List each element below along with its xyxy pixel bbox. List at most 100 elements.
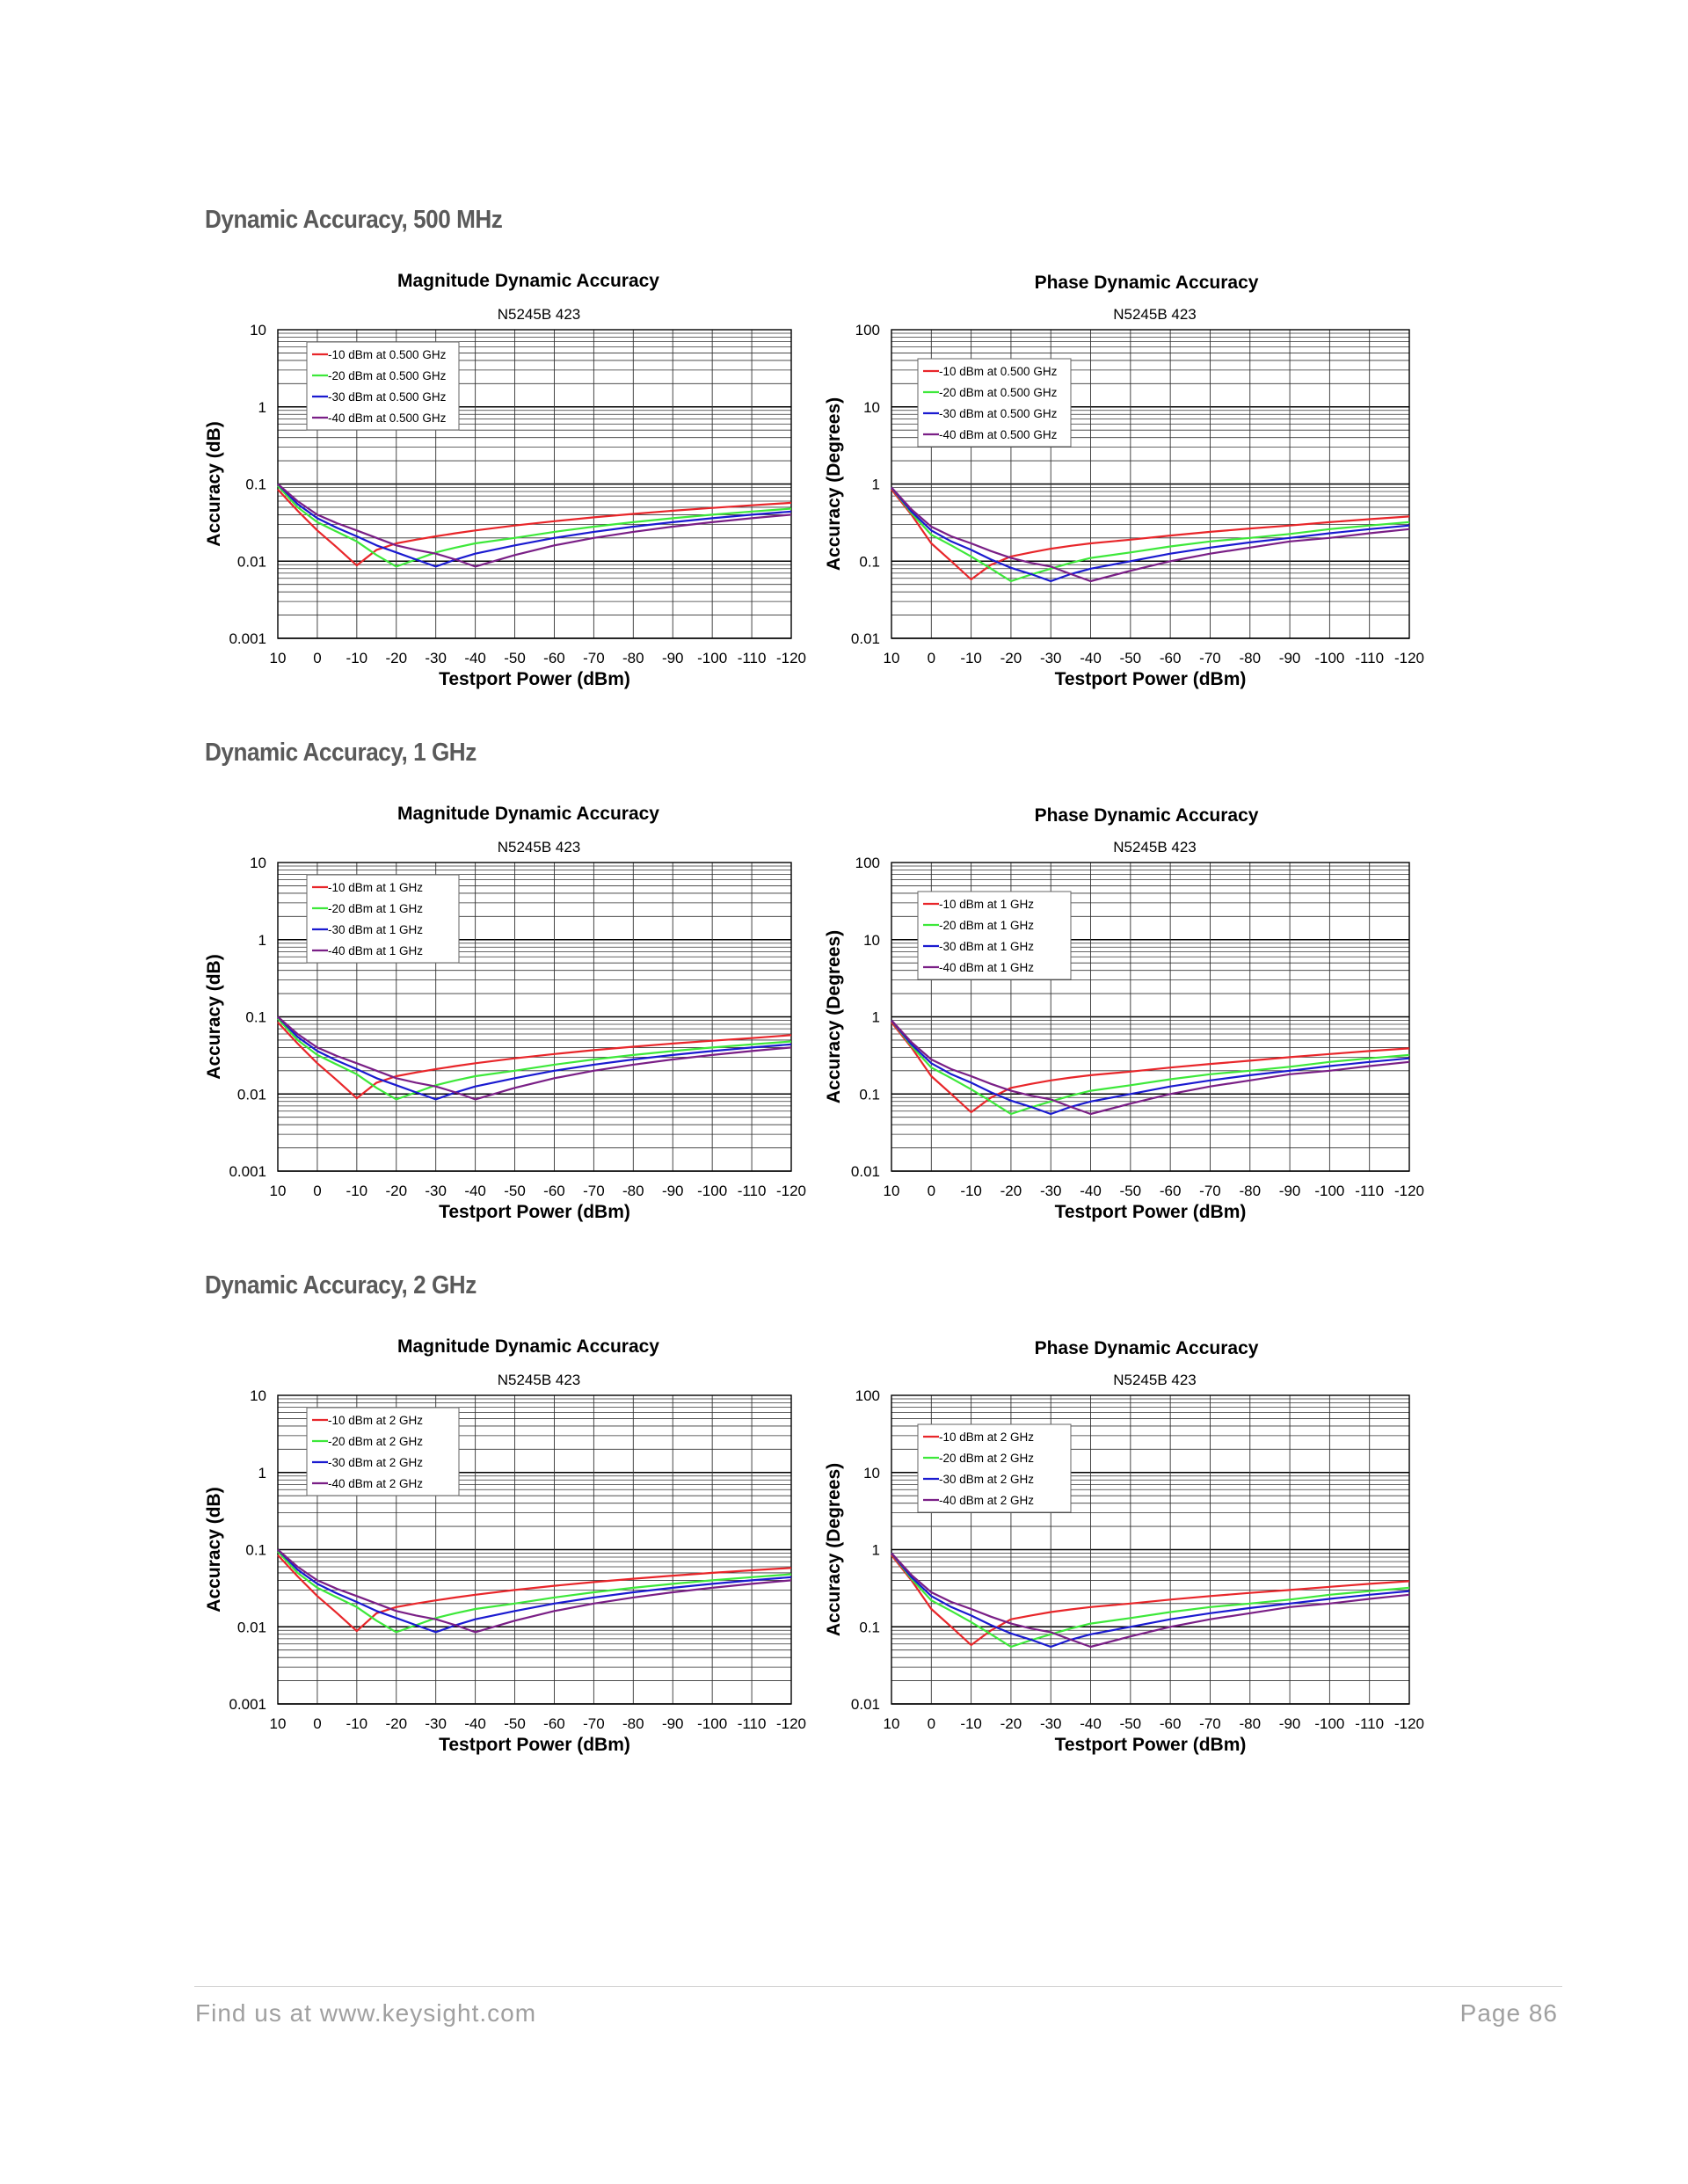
x-tick-label: -120 bbox=[776, 1715, 806, 1732]
x-tick-label: -70 bbox=[1199, 1715, 1221, 1732]
series-line-3 bbox=[277, 1016, 792, 1101]
x-tick-label: -120 bbox=[776, 650, 806, 666]
section-heading: Dynamic Accuracy, 1 GHz bbox=[205, 739, 477, 767]
y-tick-label: 1 bbox=[872, 477, 880, 493]
x-tick-label: -70 bbox=[583, 650, 605, 666]
x-tick-label: -10 bbox=[960, 1715, 982, 1732]
x-tick-label: -10 bbox=[346, 1715, 368, 1732]
y-tick-label: 0.001 bbox=[229, 1696, 266, 1713]
section-heading: Dynamic Accuracy, 2 GHz bbox=[205, 1271, 477, 1299]
x-tick-label: -70 bbox=[1199, 650, 1221, 666]
series-line-2 bbox=[277, 1550, 792, 1634]
y-tick-label: 0.1 bbox=[859, 1619, 880, 1635]
legend-label: -40 dBm at 0.500 GHz bbox=[939, 428, 1058, 441]
x-tick-label: -100 bbox=[697, 1715, 727, 1732]
x-tick-label: -110 bbox=[1355, 1715, 1384, 1732]
x-tick-label: -110 bbox=[1355, 1183, 1384, 1199]
y-tick-label: 0.001 bbox=[229, 630, 266, 647]
x-tick-label: -60 bbox=[1160, 1183, 1182, 1199]
series-line-3 bbox=[891, 1019, 1410, 1116]
legend-label: -10 dBm at 0.500 GHz bbox=[328, 348, 447, 361]
y-tick-label: 10 bbox=[250, 1387, 266, 1404]
x-axis-label: Testport Power (dBm) bbox=[439, 1202, 630, 1222]
chart-subtitle: N5245B 423 bbox=[1113, 306, 1197, 323]
chart-title: Phase Dynamic Accuracy bbox=[1035, 273, 1259, 293]
chart-title: Magnitude Dynamic Accuracy bbox=[397, 271, 659, 291]
x-tick-label: -80 bbox=[1239, 1183, 1261, 1199]
x-tick-label: 10 bbox=[270, 1715, 287, 1732]
legend-label: -10 dBm at 1 GHz bbox=[328, 881, 423, 894]
x-tick-label: -50 bbox=[504, 1715, 526, 1732]
x-axis-label: Testport Power (dBm) bbox=[1055, 669, 1247, 689]
section-1ghz: Dynamic Accuracy, 1 GHz Magnitude Dynami… bbox=[0, 735, 1688, 1268]
legend-label: -20 dBm at 0.500 GHz bbox=[328, 369, 447, 382]
chart-subtitle: N5245B 423 bbox=[498, 306, 581, 323]
x-tick-label: 10 bbox=[884, 1715, 900, 1732]
x-tick-label: -60 bbox=[543, 1715, 565, 1732]
x-axis-label: Testport Power (dBm) bbox=[439, 669, 630, 689]
legend-label: -40 dBm at 2 GHz bbox=[328, 1477, 423, 1490]
x-tick-label: -60 bbox=[1160, 1715, 1182, 1732]
y-axis-label: Accuracy (dB) bbox=[204, 421, 224, 546]
x-tick-label: -90 bbox=[1279, 650, 1301, 666]
legend-label: -20 dBm at 2 GHz bbox=[328, 1435, 423, 1448]
x-tick-label: 10 bbox=[270, 1183, 287, 1199]
series-line-1 bbox=[277, 1021, 792, 1100]
x-tick-label: -70 bbox=[583, 1715, 605, 1732]
x-tick-label: -20 bbox=[385, 650, 407, 666]
y-tick-label: 10 bbox=[250, 855, 266, 871]
x-tick-label: -120 bbox=[776, 1183, 806, 1199]
y-tick-label: 1 bbox=[258, 1465, 266, 1481]
x-tick-label: -80 bbox=[1239, 650, 1261, 666]
y-tick-label: 0.01 bbox=[851, 1163, 880, 1180]
y-tick-label: 1 bbox=[258, 399, 266, 416]
x-tick-label: -10 bbox=[346, 1183, 368, 1199]
x-tick-label: -100 bbox=[1314, 650, 1344, 666]
legend-label: -40 dBm at 2 GHz bbox=[939, 1494, 1034, 1507]
y-tick-label: 0.01 bbox=[237, 1086, 266, 1103]
x-tick-label: 0 bbox=[313, 1715, 321, 1732]
legend-label: -40 dBm at 0.500 GHz bbox=[328, 411, 447, 425]
x-tick-label: -80 bbox=[1239, 1715, 1261, 1732]
x-tick-label: -80 bbox=[622, 650, 644, 666]
chart-subtitle: N5245B 423 bbox=[498, 839, 581, 855]
x-tick-label: 0 bbox=[928, 1715, 935, 1732]
x-tick-label: -100 bbox=[1314, 1183, 1344, 1199]
y-tick-label: 0.01 bbox=[851, 1696, 880, 1713]
magnitude-chart: Magnitude Dynamic Accuracy N5245B 423 10 0 -… bbox=[204, 271, 806, 689]
chart-subtitle: N5245B 423 bbox=[1113, 1372, 1197, 1388]
x-tick-label: -110 bbox=[738, 1715, 767, 1732]
x-tick-label: -110 bbox=[1355, 650, 1384, 666]
chart-title: Magnitude Dynamic Accuracy bbox=[397, 804, 659, 824]
x-tick-label: 0 bbox=[313, 650, 321, 666]
x-tick-label: -20 bbox=[1000, 650, 1022, 666]
y-tick-label: 0.001 bbox=[229, 1163, 266, 1180]
x-tick-label: -10 bbox=[346, 650, 368, 666]
chart-title: Phase Dynamic Accuracy bbox=[1035, 805, 1259, 826]
y-tick-label: 10 bbox=[863, 1465, 880, 1481]
footer-website-link[interactable]: Find us at www.keysight.com bbox=[195, 1999, 537, 2027]
series-line-4 bbox=[891, 486, 1410, 583]
series-line-4 bbox=[277, 1016, 792, 1101]
legend-label: -30 dBm at 2 GHz bbox=[939, 1473, 1034, 1486]
x-tick-label: -60 bbox=[543, 650, 565, 666]
legend-box bbox=[917, 358, 1072, 448]
y-tick-label: 0.1 bbox=[245, 1009, 266, 1026]
legend-box bbox=[917, 1423, 1072, 1513]
x-axis-label: Testport Power (dBm) bbox=[439, 1735, 630, 1755]
y-tick-label: 0.01 bbox=[237, 553, 266, 570]
x-tick-label: -50 bbox=[504, 1183, 526, 1199]
series-line-3 bbox=[277, 1548, 792, 1634]
x-tick-label: -30 bbox=[425, 1715, 447, 1732]
y-tick-label: 100 bbox=[855, 1387, 880, 1404]
series-line-1 bbox=[891, 1022, 1410, 1114]
series-line-3 bbox=[891, 486, 1410, 583]
x-tick-label: -10 bbox=[960, 1183, 982, 1199]
legend-box bbox=[306, 341, 460, 431]
y-axis-label: Accuracy (Degrees) bbox=[824, 930, 844, 1103]
legend-label: -40 dBm at 1 GHz bbox=[939, 961, 1034, 974]
y-axis-label: Accuracy (dB) bbox=[204, 1487, 224, 1612]
